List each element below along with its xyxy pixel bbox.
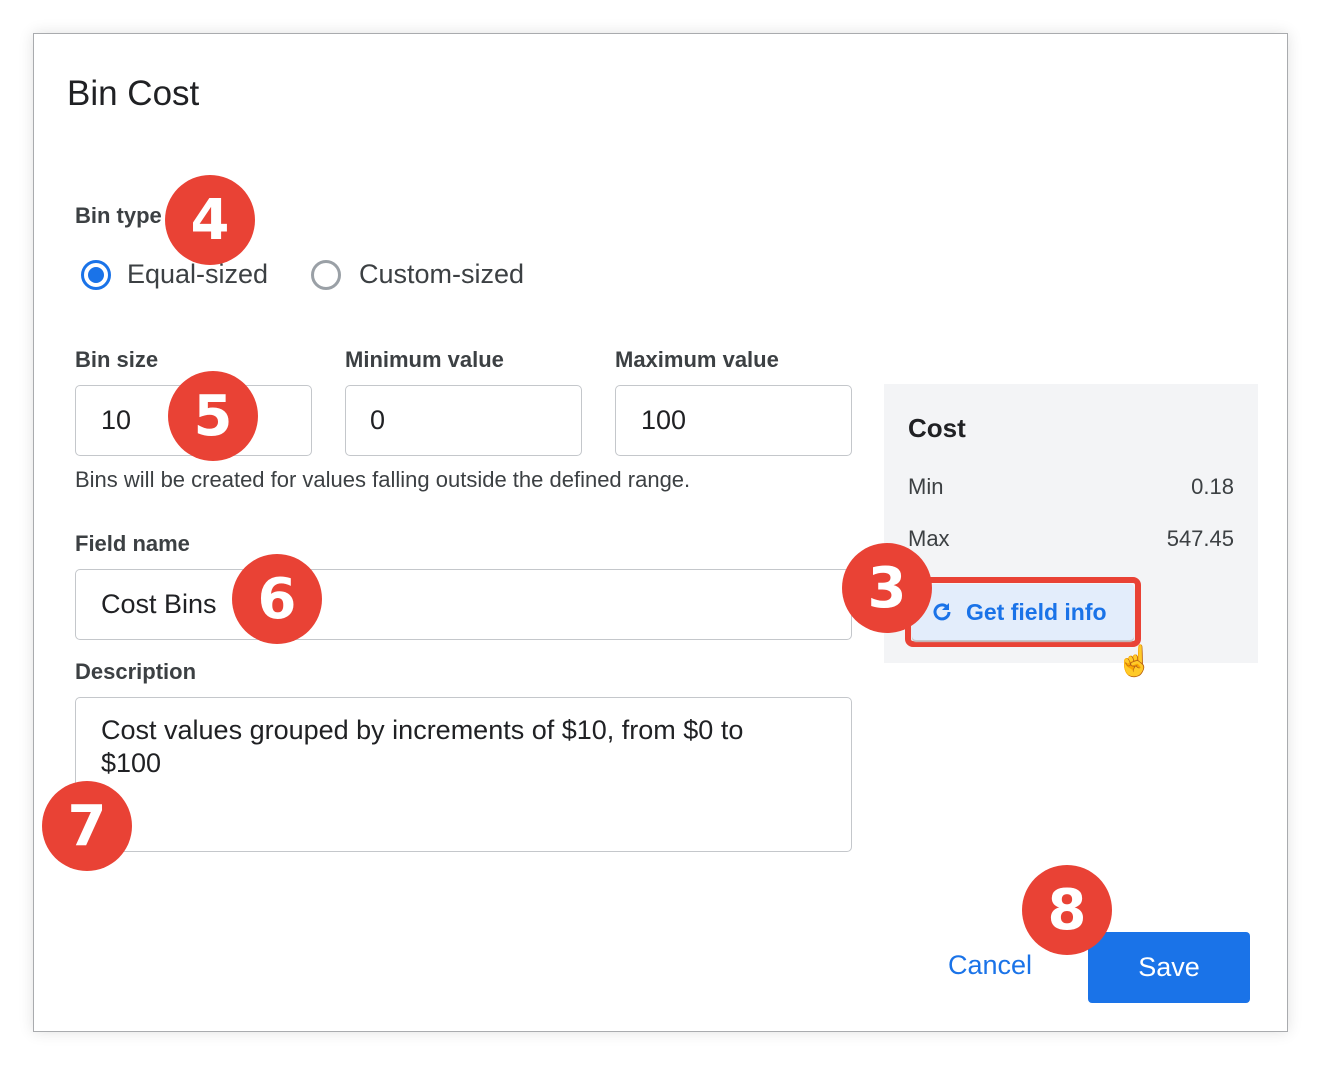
max-value-label: Maximum value [615,347,779,372]
step-badge-4: 4 [165,175,255,265]
description-label: Description [75,659,197,684]
radio-label: Equal-sized [127,259,269,289]
hand-cursor-icon: ☝ [1116,645,1154,678]
cancel-button[interactable]: Cancel [948,950,1033,980]
get-field-info-label: Get field info [966,598,1107,625]
min-value-label: Minimum value [345,347,504,372]
max-label: Max [908,526,950,551]
field-name-label: Field name [75,531,190,556]
field-name-input[interactable]: Cost Bins [75,569,852,640]
radio-custom-sized[interactable]: Custom-sized [311,259,524,290]
radio-unchecked-icon [311,259,341,290]
step-badge-7: 7 [42,781,132,871]
min-value: 0.18 [1191,474,1234,499]
step-badge-8: 8 [1022,865,1112,955]
description-textarea[interactable]: Cost values grouped by increments of $10… [75,697,852,852]
step-badge-6: 6 [232,554,322,644]
save-button[interactable]: Save [1088,932,1250,1003]
radio-equal-sized[interactable]: Equal-sized [81,259,268,290]
radio-label: Custom-sized [359,259,525,289]
min-value-input[interactable]: 0 [345,385,582,456]
min-label: Min [908,474,944,499]
refresh-icon [933,603,951,621]
max-value: 547.45 [1166,526,1234,551]
range-help-text: Bins will be created for values falling … [75,467,691,492]
step-badge-3: 3 [842,543,932,633]
bin-size-label: Bin size [75,347,159,372]
field-info-title: Cost [908,413,966,443]
radio-checked-icon [81,259,111,290]
get-field-info-button[interactable]: Get field info [912,584,1134,640]
max-value-input[interactable]: 100 [615,385,852,456]
step-badge-5: 5 [168,371,258,461]
bin-type-label: Bin type [75,203,162,228]
dialog-title: Bin Cost [67,74,200,113]
